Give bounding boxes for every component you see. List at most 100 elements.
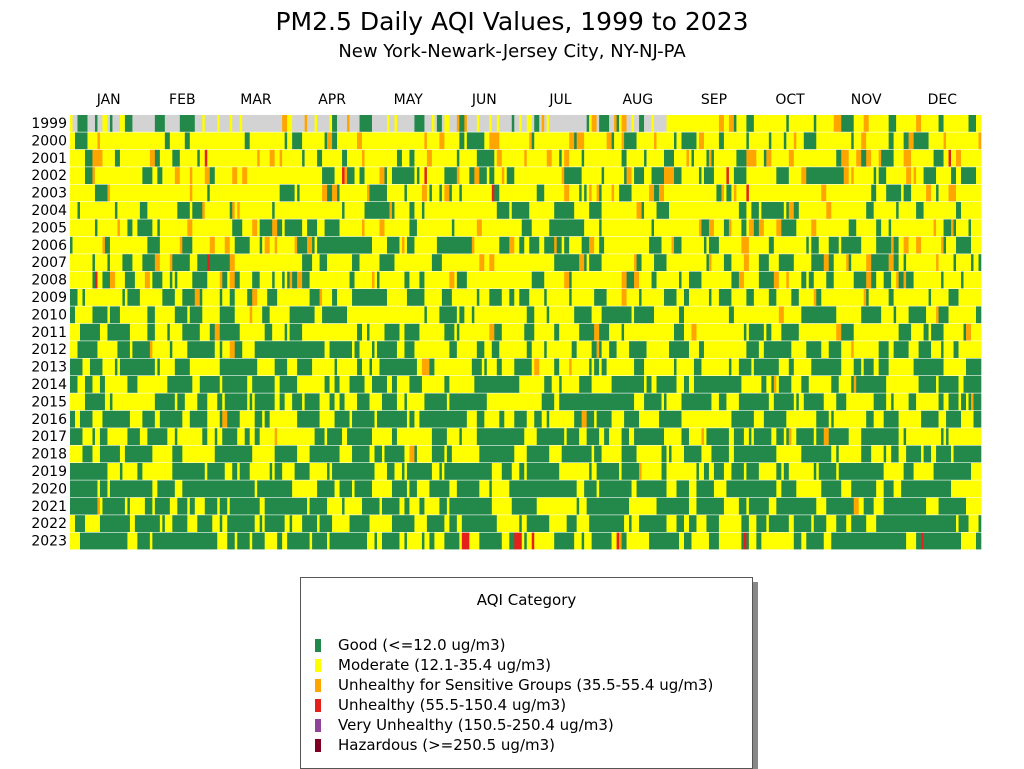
- day-cell: [898, 445, 907, 463]
- day-cell: [524, 463, 528, 480]
- day-cell: [192, 184, 208, 202]
- legend-swatch: [315, 719, 321, 732]
- day-cell: [82, 358, 91, 376]
- day-cell: [424, 115, 433, 132]
- day-cell: [621, 323, 625, 341]
- day-cell: [431, 445, 445, 463]
- day-cell: [192, 202, 203, 219]
- day-cell: [207, 254, 211, 271]
- day-cell: [409, 219, 418, 237]
- day-cell: [654, 115, 667, 132]
- day-cell: [679, 532, 685, 550]
- day-cell: [169, 323, 183, 341]
- day-cell: [544, 184, 565, 202]
- day-cell: [589, 236, 595, 254]
- day-cell: [339, 376, 350, 393]
- day-cell: [264, 515, 285, 532]
- day-cell: [117, 358, 121, 376]
- day-cell: [748, 428, 752, 445]
- day-cell: [676, 376, 685, 393]
- day-cell: [614, 132, 622, 150]
- day-cell: [681, 167, 700, 184]
- day-cell: [833, 254, 847, 271]
- day-cell: [77, 376, 86, 393]
- day-cell: [743, 323, 747, 341]
- day-cell: [544, 271, 565, 289]
- day-cell: [324, 376, 330, 393]
- day-cell: [941, 271, 944, 289]
- day-cell: [669, 202, 740, 219]
- day-cell: [676, 132, 682, 150]
- day-cell: [179, 149, 198, 167]
- day-cell: [274, 149, 280, 167]
- day-cell: [379, 254, 395, 271]
- day-cell: [911, 323, 924, 341]
- day-cell: [579, 376, 592, 393]
- day-cell: [376, 271, 380, 289]
- day-cell: [391, 376, 398, 393]
- day-cell: [938, 497, 967, 515]
- day-cell: [554, 323, 560, 341]
- day-cell: [459, 532, 463, 550]
- day-cell: [202, 306, 221, 324]
- day-cell: [446, 393, 450, 411]
- day-cell: [766, 323, 772, 341]
- day-cell: [352, 254, 360, 271]
- day-cell: [629, 428, 635, 445]
- day-cell: [821, 184, 827, 202]
- day-cell: [464, 132, 468, 150]
- day-cell: [484, 132, 490, 150]
- day-cell: [501, 463, 513, 480]
- day-cell: [424, 132, 428, 150]
- day-cell: [976, 532, 982, 550]
- day-cell: [943, 132, 947, 150]
- day-cell: [439, 132, 445, 150]
- day-cell: [244, 132, 250, 150]
- day-cell: [696, 480, 715, 498]
- day-cell: [926, 184, 932, 202]
- day-cell: [282, 532, 288, 550]
- day-cell: [584, 254, 587, 271]
- day-cell: [122, 254, 133, 271]
- day-cell: [257, 149, 260, 167]
- day-cell: [264, 410, 270, 428]
- day-cell: [831, 376, 840, 393]
- day-cell: [324, 219, 340, 237]
- day-cell: [674, 132, 677, 150]
- day-cell: [479, 115, 490, 132]
- day-cell: [903, 254, 907, 271]
- day-cell: [264, 236, 270, 254]
- day-cell: [696, 463, 700, 480]
- day-cell: [179, 236, 183, 254]
- day-cell: [886, 167, 907, 184]
- day-cell: [976, 167, 982, 184]
- day-cell: [204, 115, 218, 132]
- day-cell: [451, 445, 480, 463]
- day-cell: [174, 358, 191, 376]
- day-cell: [154, 115, 166, 132]
- day-cell: [778, 271, 787, 289]
- day-cell: [873, 202, 897, 219]
- day-cell: [349, 410, 353, 428]
- day-cell: [352, 445, 370, 463]
- day-cell: [162, 289, 176, 306]
- day-cell: [109, 306, 121, 324]
- day-cell: [599, 236, 605, 254]
- day-cell: [564, 184, 570, 202]
- day-cell: [149, 532, 153, 550]
- day-cell: [439, 463, 443, 480]
- day-cell: [282, 115, 288, 132]
- day-cell: [284, 271, 288, 289]
- day-cell: [162, 271, 171, 289]
- day-cell: [978, 515, 982, 532]
- day-cell: [209, 236, 216, 254]
- day-cell: [866, 254, 872, 271]
- day-cell: [229, 115, 233, 132]
- day-cell: [664, 393, 667, 411]
- day-cell: [731, 219, 742, 237]
- day-cell: [154, 393, 176, 411]
- day-cell: [726, 393, 740, 411]
- day-cell: [501, 358, 515, 376]
- day-cell: [137, 463, 143, 480]
- day-cell: [634, 167, 645, 184]
